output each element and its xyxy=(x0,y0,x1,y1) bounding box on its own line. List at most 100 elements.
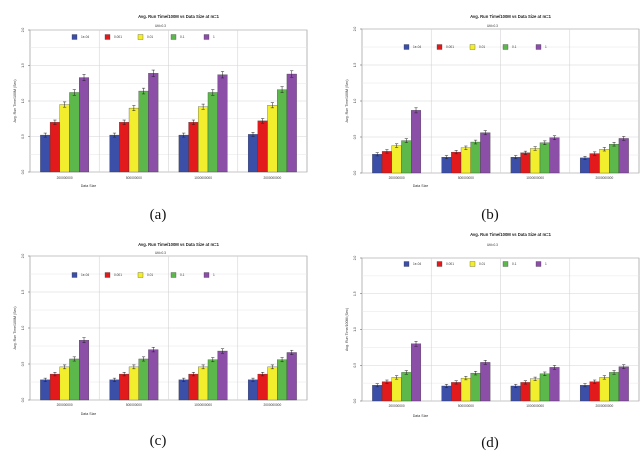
y-axis-label: Avg. Run Time/100M (Sec) xyxy=(13,79,17,122)
bar xyxy=(549,367,560,402)
bar xyxy=(198,366,209,401)
y-tick-label: 2.0 xyxy=(353,256,357,261)
legend-label: 0.1 xyxy=(180,273,185,277)
x-tick-label: 1000000000 xyxy=(194,403,212,407)
chart-subtitle: Util=0.3 xyxy=(487,24,498,28)
bar xyxy=(49,122,60,173)
bar xyxy=(539,373,550,402)
bar xyxy=(372,154,383,174)
bar xyxy=(286,352,297,401)
x-tick-label: 500000000 xyxy=(126,403,142,407)
bar xyxy=(40,379,51,401)
bar xyxy=(119,122,130,173)
bar xyxy=(277,89,288,173)
bar xyxy=(520,382,531,402)
bar xyxy=(148,73,159,173)
chart-panel-a: 0.0 0.5 1.0 1.5 2.0 200000000 500000000 1000000… xyxy=(13,14,308,188)
caption-c: (c) xyxy=(150,433,167,449)
legend-label: 1e-04 xyxy=(413,45,421,49)
x-tick-label: 2000000000 xyxy=(596,176,614,180)
chart-subtitle: Util=0.3 xyxy=(487,243,498,247)
legend-swatch xyxy=(436,261,443,267)
bar xyxy=(520,152,531,174)
legend-swatch xyxy=(535,261,542,267)
bar xyxy=(138,358,149,401)
legend-label: 1 xyxy=(545,45,547,49)
x-tick-label: 2000000000 xyxy=(264,176,282,180)
y-tick-label: 0.5 xyxy=(21,134,25,139)
legend-swatch xyxy=(137,272,144,278)
chart-title: Avg. Run Time/100M vs Data Size at m=1 xyxy=(470,14,552,19)
bar xyxy=(401,372,412,402)
bar xyxy=(247,134,258,173)
bar xyxy=(207,359,218,401)
y-tick-label: 1.5 xyxy=(353,291,357,296)
bar xyxy=(128,107,139,173)
bar xyxy=(451,382,462,402)
bar xyxy=(109,134,120,173)
legend-swatch xyxy=(436,44,443,50)
x-tick-label: 1000000000 xyxy=(526,176,544,180)
legend-swatch xyxy=(104,272,111,278)
bar xyxy=(138,90,149,173)
legend-label: 0.001 xyxy=(114,273,122,277)
bar xyxy=(510,157,521,174)
chart-panel-d: 0.0 0.5 1.0 1.5 2.0 200000000 500000000 1000000… xyxy=(345,232,640,418)
y-tick-label: 1.5 xyxy=(21,290,25,295)
bar xyxy=(618,366,629,402)
y-tick-label: 2.0 xyxy=(21,28,25,33)
bar xyxy=(148,349,159,401)
legend-label: 0.01 xyxy=(479,262,485,266)
legend-swatch xyxy=(502,44,509,50)
chart-subtitle: Util=0.3 xyxy=(155,24,166,28)
bar xyxy=(40,134,51,173)
bar xyxy=(441,385,452,402)
legend-swatch xyxy=(137,34,144,40)
legend-label: 0.01 xyxy=(147,35,153,39)
y-tick-label: 1.0 xyxy=(21,326,25,331)
x-axis-label: Data Size xyxy=(81,412,97,416)
x-tick-label: 200000000 xyxy=(389,176,405,180)
caption-d: (d) xyxy=(481,435,499,451)
y-axis-label: Avg. Run Time/100M (Sec) xyxy=(345,79,349,122)
y-tick-label: 2.0 xyxy=(21,254,25,259)
x-tick-label: 200000000 xyxy=(57,176,73,180)
bar xyxy=(470,141,481,174)
bar xyxy=(480,132,491,174)
bar xyxy=(247,379,258,401)
bar xyxy=(69,358,80,401)
bar xyxy=(441,157,452,174)
bar xyxy=(198,106,209,173)
chart-title: Avg. Run Time/100M vs Data Size at m=1 xyxy=(138,14,220,19)
x-tick-label: 200000000 xyxy=(389,404,405,408)
legend-swatch xyxy=(469,44,476,50)
y-tick-label: 1.5 xyxy=(353,63,357,68)
x-tick-label: 500000000 xyxy=(458,404,474,408)
x-tick-label: 1000000000 xyxy=(526,404,544,408)
bar xyxy=(618,138,629,174)
bar xyxy=(49,373,60,401)
bar xyxy=(589,381,600,402)
y-tick-label: 1.0 xyxy=(353,99,357,104)
bar xyxy=(207,92,218,173)
chart-panel-c: 0.0 0.5 1.0 1.5 2.0 200000000 500000000 1000000… xyxy=(13,242,308,416)
x-tick-label: 500000000 xyxy=(126,176,142,180)
bar xyxy=(411,343,422,402)
bar xyxy=(391,145,402,174)
legend-label: 0.001 xyxy=(446,45,454,49)
y-tick-label: 1.5 xyxy=(21,63,25,68)
bar xyxy=(599,377,610,402)
y-tick-label: 0.5 xyxy=(353,135,357,140)
x-axis-label: Data Size xyxy=(81,184,97,188)
y-tick-label: 0.5 xyxy=(21,362,25,367)
bar xyxy=(178,379,189,401)
x-tick-label: 1000000000 xyxy=(194,176,212,180)
bar xyxy=(217,74,228,173)
bar xyxy=(579,157,590,174)
bar xyxy=(178,134,189,173)
legend-swatch xyxy=(71,34,78,40)
bar xyxy=(579,385,590,402)
bar xyxy=(119,373,130,401)
bar xyxy=(391,377,402,402)
legend-label: 0.1 xyxy=(180,35,185,39)
